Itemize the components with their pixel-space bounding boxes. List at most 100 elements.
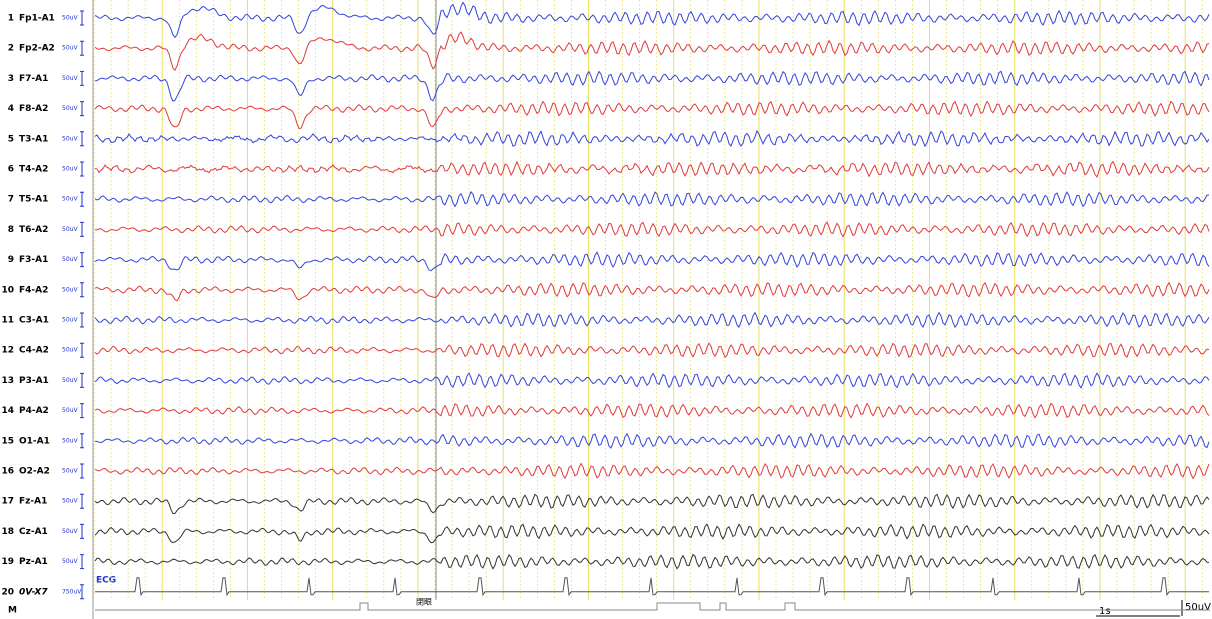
channel-scale: 50uV <box>62 256 78 263</box>
channel-scale: 50uV <box>62 166 78 173</box>
channel-scale: 50uV <box>62 468 78 475</box>
eeg-trace <box>95 577 1209 597</box>
scale-bracket <box>80 252 84 268</box>
channel-label: Cz-A1 <box>19 527 48 537</box>
channel-label: Fp1-A1 <box>19 14 55 24</box>
channel-label: O2-A2 <box>19 467 50 477</box>
channel-scale: 50uV <box>62 286 78 293</box>
channel-scale: 50uV <box>62 407 78 414</box>
channel-scale: 50uV <box>62 498 78 505</box>
scale-bracket <box>80 342 84 358</box>
marker-trace <box>95 602 1210 611</box>
channel-scale: 50uV <box>62 528 78 535</box>
eeg-trace <box>94 190 1210 208</box>
scale-bracket <box>80 523 84 539</box>
scale-bracket <box>80 161 84 177</box>
scale-bracket <box>80 10 84 26</box>
channel-scale: 50uV <box>62 377 78 384</box>
eeg-trace <box>94 462 1210 480</box>
channel-label: T4-A2 <box>19 165 48 175</box>
channel-scale: 50uV <box>62 45 78 52</box>
scale-bracket <box>80 433 84 449</box>
channel-number: 13 <box>1 376 14 386</box>
channel-number: 20 <box>1 587 14 597</box>
eeg-trace <box>94 342 1210 359</box>
eeg-trace <box>95 432 1210 449</box>
scale-bracket <box>80 554 84 570</box>
channel-label: Fz-A1 <box>19 497 47 507</box>
channel-label: C4-A2 <box>19 346 49 356</box>
channel-number: 18 <box>1 527 14 537</box>
channel-scale: 50uV <box>62 75 78 82</box>
scale-bracket <box>80 70 84 86</box>
channel-label: T5-A1 <box>19 195 48 205</box>
channel-label: Pz-A1 <box>19 557 48 567</box>
scale-bracket <box>80 191 84 207</box>
eeg-trace <box>94 100 1210 130</box>
channel-scale: 50uV <box>62 226 78 233</box>
channel-scale: 50uV <box>62 317 78 324</box>
eeg-trace <box>94 523 1210 544</box>
eeg-trace <box>94 1 1210 39</box>
scale-bracket <box>80 403 84 419</box>
channel-label: T6-A2 <box>19 225 48 235</box>
channel-label: F7-A1 <box>19 74 48 84</box>
marker-row-label: M <box>8 606 17 616</box>
channel-scale: 750uV <box>62 588 82 595</box>
channel-label: F8-A2 <box>19 104 48 114</box>
channel-number: 9 <box>8 255 14 265</box>
channel-number: 3 <box>8 74 14 84</box>
channel-number: 8 <box>8 225 14 235</box>
eeg-trace <box>94 372 1210 389</box>
channel-number: 2 <box>8 44 14 54</box>
scale-bracket <box>80 282 84 298</box>
eeg-trace <box>94 221 1210 238</box>
traces <box>93 0 1210 611</box>
channel-scale: 50uV <box>62 135 78 142</box>
channel-scale: 50uV <box>62 558 78 565</box>
scale-bracket <box>80 493 84 509</box>
eeg-trace <box>94 553 1210 570</box>
channel-number: 6 <box>8 165 14 175</box>
ecg-label: ECG <box>96 576 116 586</box>
channel-number: 11 <box>1 316 14 326</box>
eeg-trace <box>94 129 1210 148</box>
channel-number: 7 <box>8 195 14 205</box>
channel-number: 19 <box>1 557 14 567</box>
eeg-trace <box>94 402 1210 419</box>
eeg-trace <box>94 251 1210 272</box>
time-scale-label: 1s <box>1099 606 1111 617</box>
scale-bracket <box>80 221 84 237</box>
eeg-trace <box>94 70 1210 102</box>
channel-scale: 50uV <box>62 15 78 22</box>
channel-number: 17 <box>1 497 14 507</box>
channel-label: Fp2-A2 <box>19 44 55 54</box>
channel-label: P3-A1 <box>19 376 49 386</box>
scale-bracket <box>80 312 84 328</box>
scale-bracket <box>80 40 84 56</box>
scale-bracket <box>80 131 84 147</box>
eeg-trace <box>94 31 1210 72</box>
channel-number: 5 <box>8 134 14 144</box>
channel-number: 12 <box>1 346 14 356</box>
scale-bracket <box>80 463 84 479</box>
event-label: 閉眼 <box>416 598 432 607</box>
eeg-trace <box>94 311 1210 329</box>
eeg-trace <box>94 493 1210 515</box>
channel-label: 0V-X7 <box>19 587 48 597</box>
channel-label: P4-A2 <box>19 406 49 416</box>
channel-scale: 50uV <box>62 347 78 354</box>
scale-bracket <box>80 584 84 600</box>
channel-scale: 50uV <box>62 437 78 444</box>
eeg-trace <box>94 160 1210 179</box>
channel-label: T3-A1 <box>19 134 48 144</box>
channel-label: F4-A2 <box>19 285 48 295</box>
channel-number: 15 <box>1 436 14 446</box>
channel-number: 14 <box>1 406 14 416</box>
channel-number: 10 <box>1 285 14 295</box>
channel-number: 1 <box>8 14 14 24</box>
scale-bracket <box>80 372 84 388</box>
amp-scale-label: 50uV <box>1185 602 1211 613</box>
